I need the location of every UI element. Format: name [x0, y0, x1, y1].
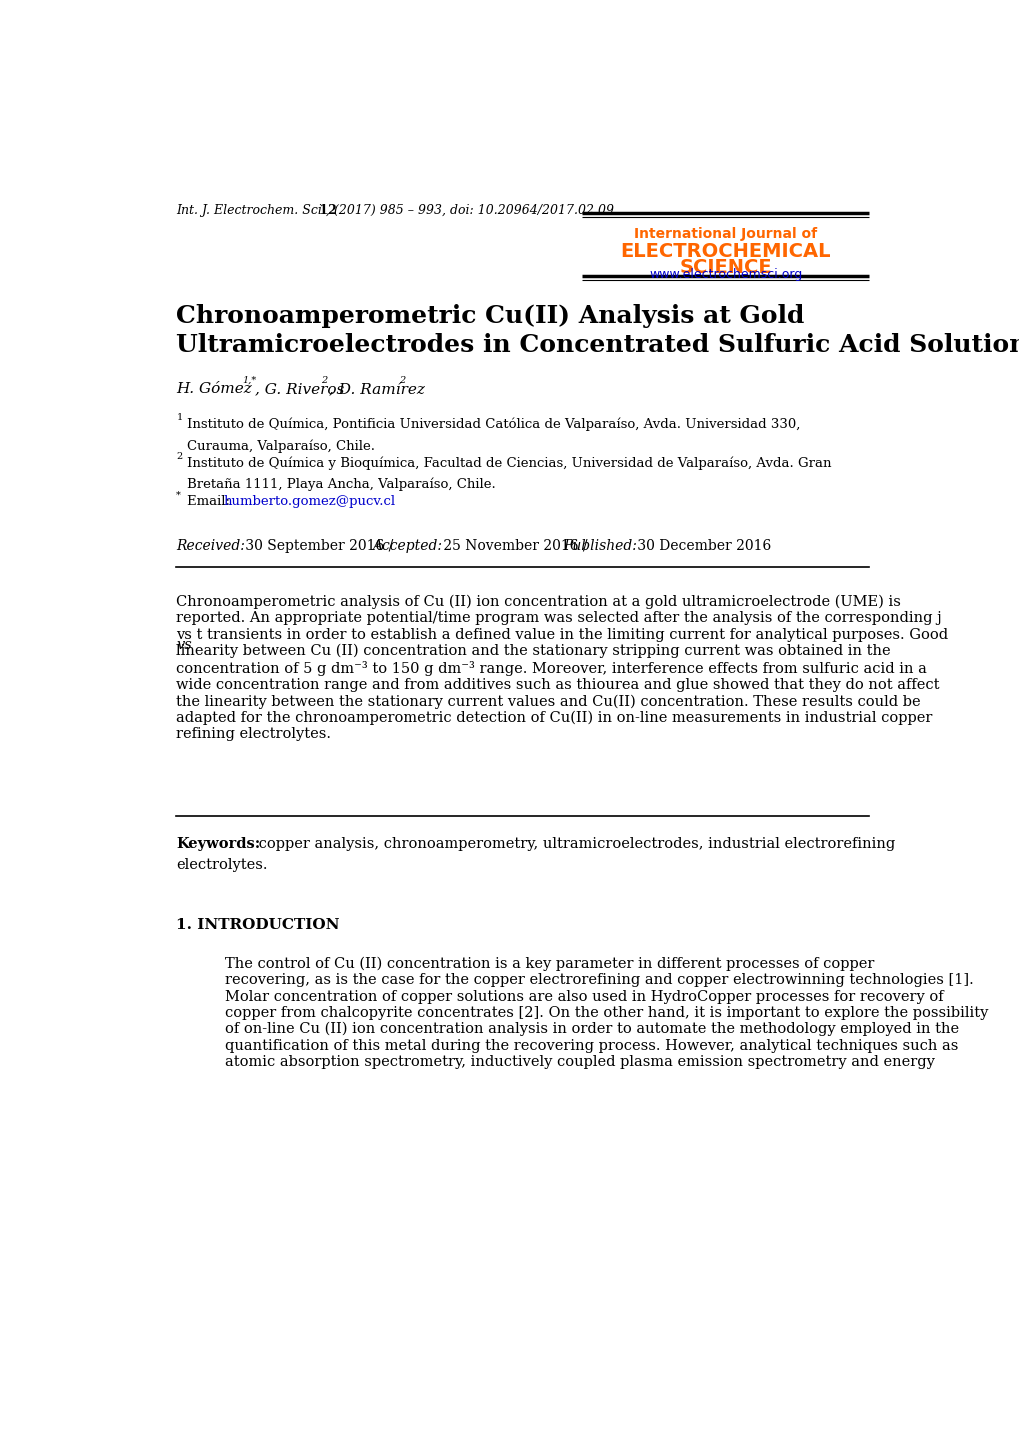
Text: Instituto de Química y Bioquímica, Facultad de Ciencias, Universidad de Valparaí: Instituto de Química y Bioquímica, Facul… [186, 457, 830, 470]
Text: Keywords:: Keywords: [176, 837, 260, 850]
Text: Instituto de Química, Pontificia Universidad Católica de Valparaíso, Avda. Unive: Instituto de Química, Pontificia Univers… [186, 418, 799, 431]
Text: Int. J. Electrochem. Sci.,: Int. J. Electrochem. Sci., [176, 203, 330, 216]
Text: Email:: Email: [186, 494, 233, 507]
Text: H. Gómez: H. Gómez [176, 382, 252, 396]
Text: 1. INTRODUCTION: 1. INTRODUCTION [176, 918, 339, 932]
Text: 12: 12 [314, 203, 340, 216]
Text: Bretaña 1111, Playa Ancha, Valparaíso, Chile.: Bretaña 1111, Playa Ancha, Valparaíso, C… [186, 478, 495, 491]
Text: Curauma, Valparaíso, Chile.: Curauma, Valparaíso, Chile. [186, 440, 374, 452]
Text: SCIENCE: SCIENCE [679, 258, 771, 277]
Text: 30 December 2016: 30 December 2016 [633, 539, 770, 553]
Text: 30 September 2016 /: 30 September 2016 / [240, 539, 397, 553]
Text: copper analysis, chronoamperometry, ultramicroelectrodes, industrial electrorefi: copper analysis, chronoamperometry, ultr… [254, 837, 894, 850]
Text: 2: 2 [398, 376, 406, 385]
Text: , D. Ramírez: , D. Ramírez [328, 382, 424, 396]
Text: Published:: Published: [564, 539, 637, 553]
Text: The control of Cu (II) concentration is a key parameter in different processes o: The control of Cu (II) concentration is … [225, 957, 987, 1069]
Text: 1,*: 1,* [242, 376, 256, 385]
Text: electrolytes.: electrolytes. [176, 859, 268, 872]
Text: Chronoamperometric Cu(II) Analysis at Gold: Chronoamperometric Cu(II) Analysis at Go… [176, 304, 804, 327]
Text: *: * [176, 490, 181, 500]
Text: Accepted:: Accepted: [372, 539, 442, 553]
Text: humberto.gomez@pucv.cl: humberto.gomez@pucv.cl [223, 494, 395, 507]
Text: , G. Riveros: , G. Riveros [255, 382, 344, 396]
Text: 1: 1 [176, 414, 182, 422]
Text: Ultramicroelectrodes in Concentrated Sulfuric Acid Solutions: Ultramicroelectrodes in Concentrated Sul… [176, 333, 1019, 357]
Text: 2: 2 [321, 376, 327, 385]
Text: vs: vs [176, 638, 192, 653]
Text: Chronoamperometric analysis of Cu (II) ion concentration at a gold ultramicroele: Chronoamperometric analysis of Cu (II) i… [176, 595, 948, 742]
Text: ELECTROCHEMICAL: ELECTROCHEMICAL [620, 242, 830, 261]
Text: (2017) 985 – 993, doi: 10.20964/2017.02.09: (2017) 985 – 993, doi: 10.20964/2017.02.… [334, 203, 613, 216]
Text: Received:: Received: [176, 539, 245, 553]
Text: www.electrochemsci.org: www.electrochemsci.org [648, 268, 802, 281]
Text: 25 November 2016 /: 25 November 2016 / [438, 539, 591, 553]
Text: International Journal of: International Journal of [634, 226, 816, 241]
Text: 2: 2 [176, 452, 182, 461]
